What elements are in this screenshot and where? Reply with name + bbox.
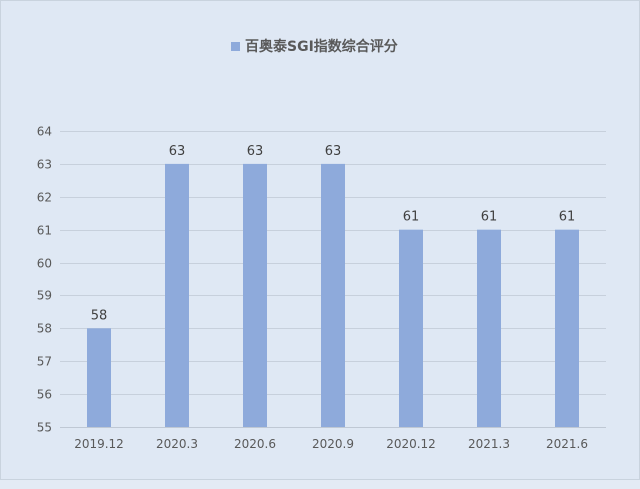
y-tick-label: 57 <box>37 355 52 369</box>
data-label: 61 <box>403 210 420 225</box>
bar <box>555 229 579 427</box>
y-tick-label: 60 <box>37 257 52 271</box>
legend: 百奥泰SGI指数综合评分 <box>231 38 398 55</box>
data-label: 61 <box>559 210 576 225</box>
bar <box>243 163 267 427</box>
bar <box>321 163 345 427</box>
data-label: 63 <box>169 144 186 159</box>
data-label: 63 <box>247 144 264 159</box>
bar <box>165 163 189 427</box>
y-tick-label: 64 <box>37 125 52 139</box>
y-tick-label: 56 <box>37 388 52 402</box>
bar <box>87 328 111 427</box>
legend-label: 百奥泰SGI指数综合评分 <box>245 38 398 55</box>
x-tick-label: 2019.12 <box>74 437 124 451</box>
x-tick-label: 2021.6 <box>546 437 588 451</box>
data-label: 63 <box>325 144 342 159</box>
y-tick-label: 63 <box>37 158 52 172</box>
data-label: 58 <box>91 308 108 323</box>
y-tick-label: 58 <box>37 322 52 336</box>
legend-swatch <box>231 42 240 51</box>
x-tick-label: 2021.3 <box>468 437 510 451</box>
x-tick-label: 2020.12 <box>386 437 436 451</box>
bar <box>399 229 423 427</box>
y-axis-ticks: 55 56 57 58 59 60 61 62 63 64 <box>37 125 52 435</box>
bar <box>477 229 501 427</box>
bars <box>87 163 579 427</box>
x-axis-ticks: 2019.12 2020.3 2020.6 2020.9 2020.12 2021.3 20… <box>74 437 588 451</box>
y-tick-label: 59 <box>37 289 52 303</box>
data-label: 61 <box>481 210 498 225</box>
y-tick-label: 62 <box>37 191 52 205</box>
data-labels: 58 63 63 63 61 61 61 <box>91 144 576 323</box>
y-tick-label: 61 <box>37 224 52 238</box>
y-tick-label: 55 <box>37 421 52 435</box>
x-tick-label: 2020.6 <box>234 437 276 451</box>
x-tick-label: 2020.9 <box>312 437 354 451</box>
x-tick-label: 2020.3 <box>156 437 198 451</box>
